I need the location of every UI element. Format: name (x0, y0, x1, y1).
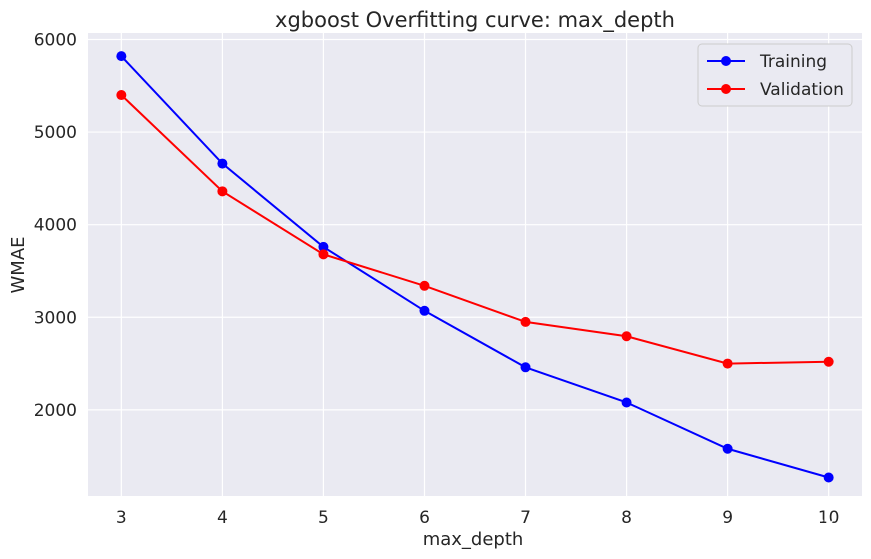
x-tick-label: 3 (116, 508, 127, 528)
x-tick-label: 5 (318, 508, 329, 528)
y-tick-label: 2000 (34, 401, 77, 421)
data-point-training (823, 472, 834, 483)
y-tick-label: 4000 (34, 216, 77, 236)
y-tick-label: 5000 (34, 123, 77, 143)
x-tick-label: 8 (621, 508, 632, 528)
data-point-validation (520, 316, 531, 327)
x-tick-label: 7 (520, 508, 531, 528)
legend-marker-validation (721, 84, 731, 94)
y-tick-labels: 2000 3000 4000 5000 6000 (34, 30, 77, 420)
data-point-training (722, 443, 733, 454)
data-point-training (520, 362, 531, 373)
data-point-training (318, 241, 329, 252)
data-point-validation (621, 331, 632, 342)
x-tick-label: 4 (217, 508, 228, 528)
data-point-validation (116, 90, 127, 101)
x-tick-label: 10 (818, 508, 840, 528)
x-tick-label: 9 (722, 508, 733, 528)
data-point-training (217, 158, 228, 169)
legend: Training Validation (697, 43, 853, 107)
watermark-text: alitrack (765, 513, 836, 535)
data-point-validation (722, 358, 733, 369)
series-line-training (120, 55, 829, 479)
plot-area (88, 33, 862, 496)
legend-label-training: Training (759, 52, 827, 72)
grid (88, 33, 862, 496)
x-tick-label: 6 (419, 508, 430, 528)
x-tick-labels: 3 4 5 6 7 8 9 10 (116, 508, 840, 528)
y-tick-label: 3000 (34, 308, 77, 328)
chart-title: xgboost Overfitting curve: max_depth (275, 8, 675, 33)
wechat-icon (735, 511, 757, 529)
data-point-validation (217, 186, 228, 197)
data-point-training (621, 397, 632, 408)
legend-marker-training (721, 56, 731, 66)
series-line-validation (120, 94, 829, 365)
data-point-training (116, 51, 127, 62)
legend-label-validation: Validation (760, 80, 844, 100)
y-tick-label: 6000 (34, 30, 77, 50)
y-axis-label: WMAE (8, 236, 29, 293)
x-axis-label: max_depth (423, 529, 524, 550)
data-point-training (419, 305, 430, 316)
watermark: alitrack (735, 511, 836, 535)
data-point-validation (823, 356, 834, 367)
series-group (116, 51, 834, 483)
data-point-validation (318, 249, 329, 260)
legend-box (697, 43, 853, 107)
data-point-validation (419, 280, 430, 291)
